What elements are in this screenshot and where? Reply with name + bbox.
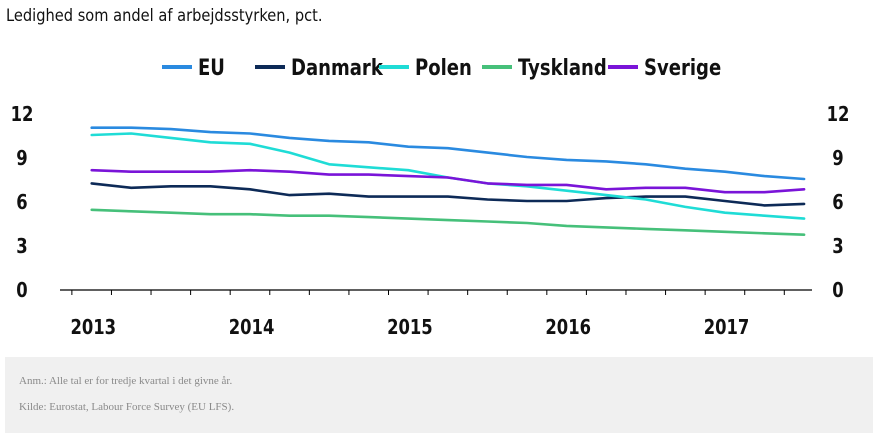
y-tick-label-left: 3: [16, 236, 27, 259]
footnote-note: Anm.: Alle tal er for tredje kvartal i d…: [19, 375, 233, 387]
legend-label-danmark: Danmark: [291, 54, 383, 80]
legend-label-eu: EU: [198, 54, 225, 80]
axes: [60, 289, 812, 295]
x-tick-label: 2016: [545, 317, 591, 340]
legend-label-polen: Polen: [415, 54, 472, 80]
series-line-eu: [90, 126, 806, 181]
chart-title: Ledighed som andel af arbejdsstyrken, pc…: [6, 6, 323, 26]
y-tick-label-right: 9: [832, 148, 843, 171]
x-tick-label: 2014: [229, 317, 275, 340]
y-tick-label-right: 6: [832, 192, 843, 215]
x-tick-label: 2017: [704, 317, 750, 340]
series-line-tyskland: [90, 208, 806, 236]
footnote-panel: Anm.: Alle tal er for tredje kvartal i d…: [5, 357, 873, 433]
y-tick-label-left: 6: [16, 192, 27, 215]
y-tick-label-left: 9: [16, 148, 27, 171]
y-tick-label-right: 3: [832, 236, 843, 259]
legend: EU Danmark Polen Tyskland Sverige: [162, 54, 721, 80]
legend-label-tyskland: Tyskland: [518, 54, 607, 80]
y-tick-label-right: 0: [832, 280, 843, 303]
series-lines: [90, 126, 806, 236]
line-chart: EU Danmark Polen Tyskland Sverige 0 0 3 3 6 6 9 9 12…: [11, 54, 850, 340]
y-tick-label-left: 12: [11, 104, 34, 127]
legend-label-sverige: Sverige: [644, 54, 721, 80]
x-tick-label: 2015: [387, 317, 433, 340]
footnote-source: Kilde: Eurostat, Labour Force Survey (EU…: [19, 401, 235, 413]
series-line-polen: [90, 132, 806, 220]
x-tick-label: 2013: [70, 317, 116, 340]
tick-labels: 0 0 3 3 6 6 9 9 12 12 2013 2014 2015 2016 2017: [11, 104, 850, 340]
y-tick-label-left: 0: [16, 280, 27, 303]
y-tick-label-right: 12: [827, 104, 850, 127]
series-line-danmark: [90, 182, 806, 207]
series-line-sverige: [90, 168, 806, 194]
